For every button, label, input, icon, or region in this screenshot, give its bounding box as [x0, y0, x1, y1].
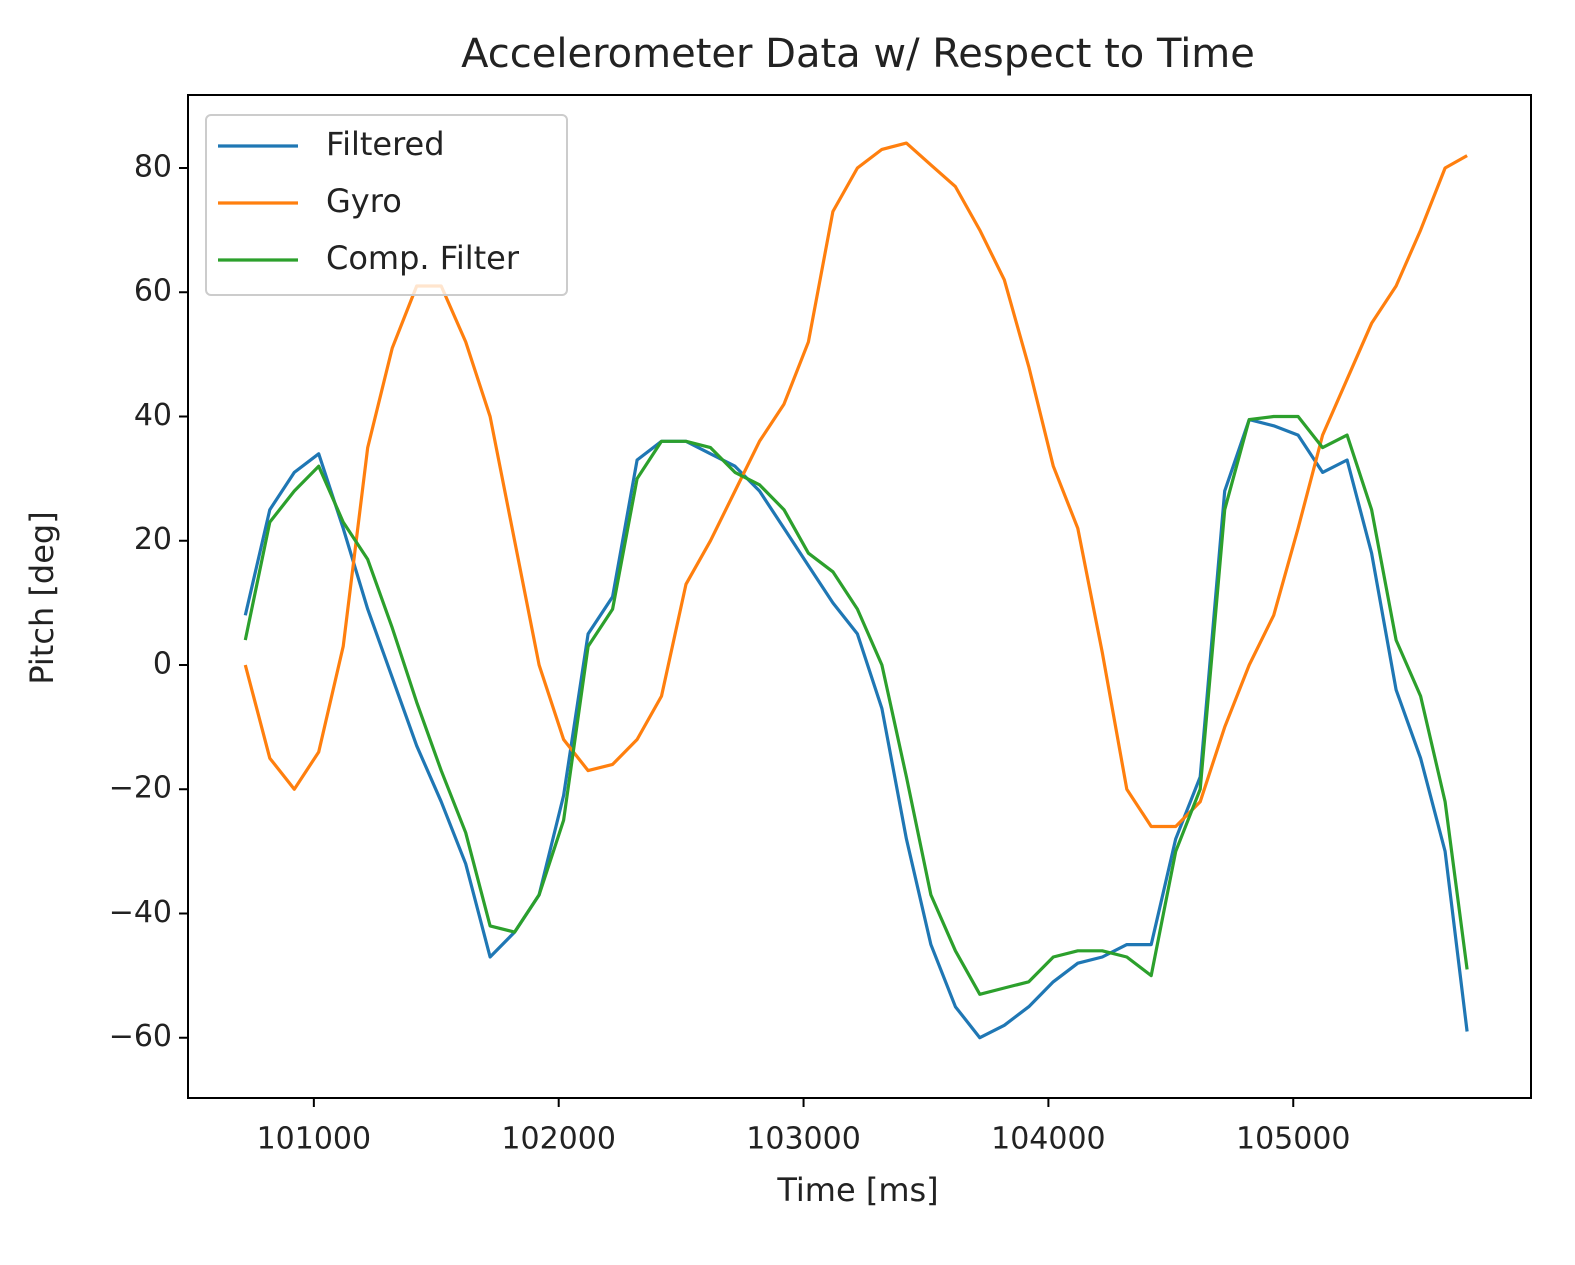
x-tick-label: 103000	[746, 1122, 861, 1157]
series-line	[243, 141, 1468, 829]
x-tick-label: 102000	[501, 1122, 616, 1157]
x-tick-label: 101000	[257, 1122, 372, 1157]
x-axis-label: Time [ms]	[776, 1171, 938, 1209]
y-tick-label: −60	[109, 1019, 172, 1054]
legend-box	[205, 114, 568, 296]
x-tick-label: 104000	[991, 1122, 1106, 1157]
legend-label: Comp. Filter	[326, 239, 520, 277]
legend-label: Filtered	[326, 125, 445, 163]
legend-label: Gyro	[326, 182, 402, 220]
y-axis-label: Pitch [deg]	[23, 511, 61, 684]
plot-frame	[187, 94, 1532, 1099]
series-line	[243, 414, 1469, 996]
y-tick-label: 20	[134, 522, 172, 557]
y-tick-label: 0	[153, 646, 172, 681]
y-tick-label: 60	[134, 274, 172, 309]
series-line	[243, 418, 1469, 1040]
chart-title: Accelerometer Data w/ Respect to Time	[461, 31, 1255, 77]
y-tick-label: −40	[109, 895, 172, 930]
x-tick-label: 105000	[1236, 1122, 1351, 1157]
y-tick-label: 80	[134, 149, 172, 184]
y-tick-label: −20	[109, 771, 172, 806]
y-tick-label: 40	[134, 398, 172, 433]
